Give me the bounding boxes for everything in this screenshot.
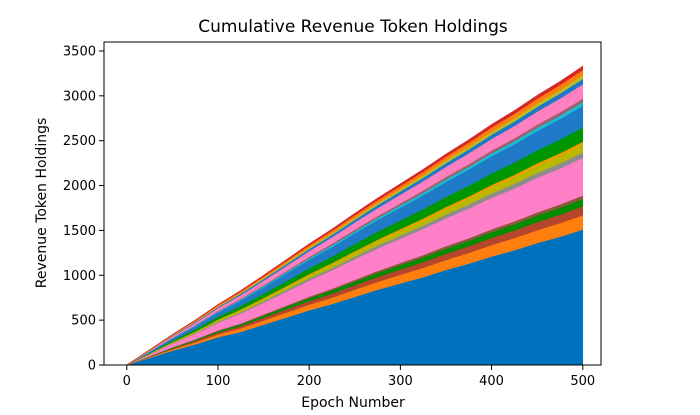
plot-frame bbox=[103, 41, 602, 366]
y-axis-ticks: 0 500 1000 1500 2000 2500 3000 3500 bbox=[63, 44, 104, 374]
y-tick-label: 500 bbox=[71, 314, 96, 329]
y-axis-label: Revenue Token Holdings bbox=[34, 118, 50, 289]
x-axis-label: Epoch Number bbox=[301, 395, 405, 411]
chart-title: Cumulative Revenue Token Holdings bbox=[198, 17, 508, 37]
y-tick-label: 1500 bbox=[63, 224, 96, 239]
y-tick-label: 3000 bbox=[63, 89, 96, 104]
y-tick-label: 1000 bbox=[63, 269, 96, 284]
x-axis-ticks: 0 100 200 300 400 500 bbox=[123, 365, 595, 389]
area-layers bbox=[126, 65, 584, 366]
y-tick-label: 3500 bbox=[63, 44, 96, 59]
y-tick-label: 2000 bbox=[63, 179, 96, 194]
x-tick-label: 500 bbox=[570, 374, 595, 389]
x-tick-label: 100 bbox=[206, 374, 231, 389]
x-tick-label: 300 bbox=[388, 374, 413, 389]
x-tick-label: 0 bbox=[123, 374, 131, 389]
x-tick-label: 200 bbox=[297, 374, 322, 389]
y-tick-label: 2500 bbox=[63, 134, 96, 149]
y-tick-label: 0 bbox=[88, 359, 96, 374]
area-layer-18 bbox=[126, 65, 584, 366]
x-tick-label: 400 bbox=[479, 374, 504, 389]
